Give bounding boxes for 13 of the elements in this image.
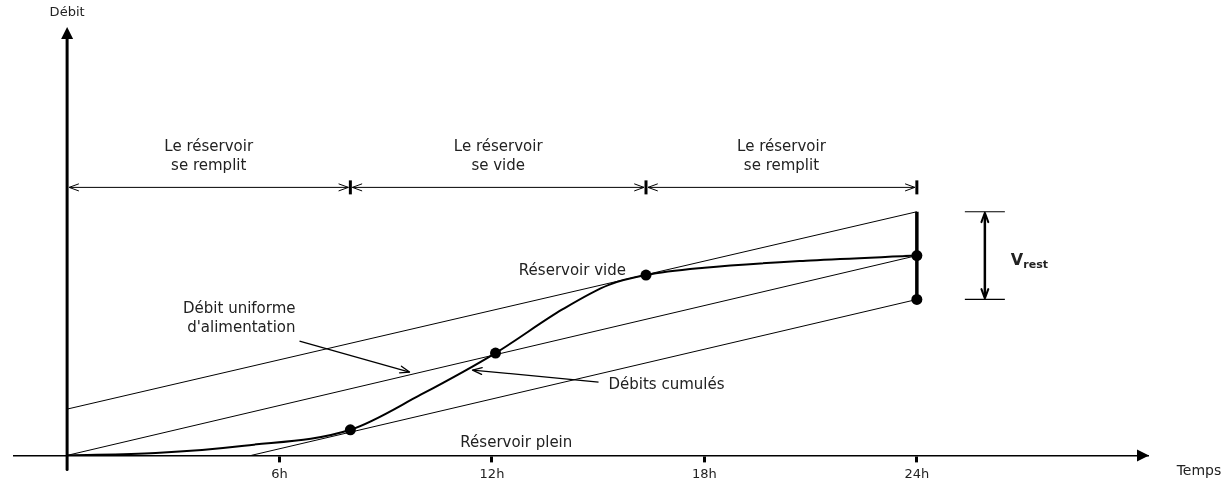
- x-axis-title: Temps: [1175, 462, 1222, 479]
- x-tick-label: 18h: [692, 465, 717, 481]
- text: Le réservoir se remplit: [164, 137, 254, 175]
- text: Le réservoir se remplit: [737, 137, 827, 175]
- annotation: Débit uniforme d'alimentation: [183, 298, 296, 336]
- text: Débit: [49, 4, 85, 20]
- annotation: Débits cumulés: [608, 374, 725, 393]
- annotation: Réservoir vide: [518, 260, 626, 279]
- text: Le réservoir se vide: [453, 137, 544, 175]
- x-tick-label: 24h: [904, 465, 930, 481]
- annotation: Réservoir plein: [460, 432, 573, 451]
- x-tick-label: 6h: [271, 465, 288, 481]
- x-tick-label: 12h: [479, 465, 505, 481]
